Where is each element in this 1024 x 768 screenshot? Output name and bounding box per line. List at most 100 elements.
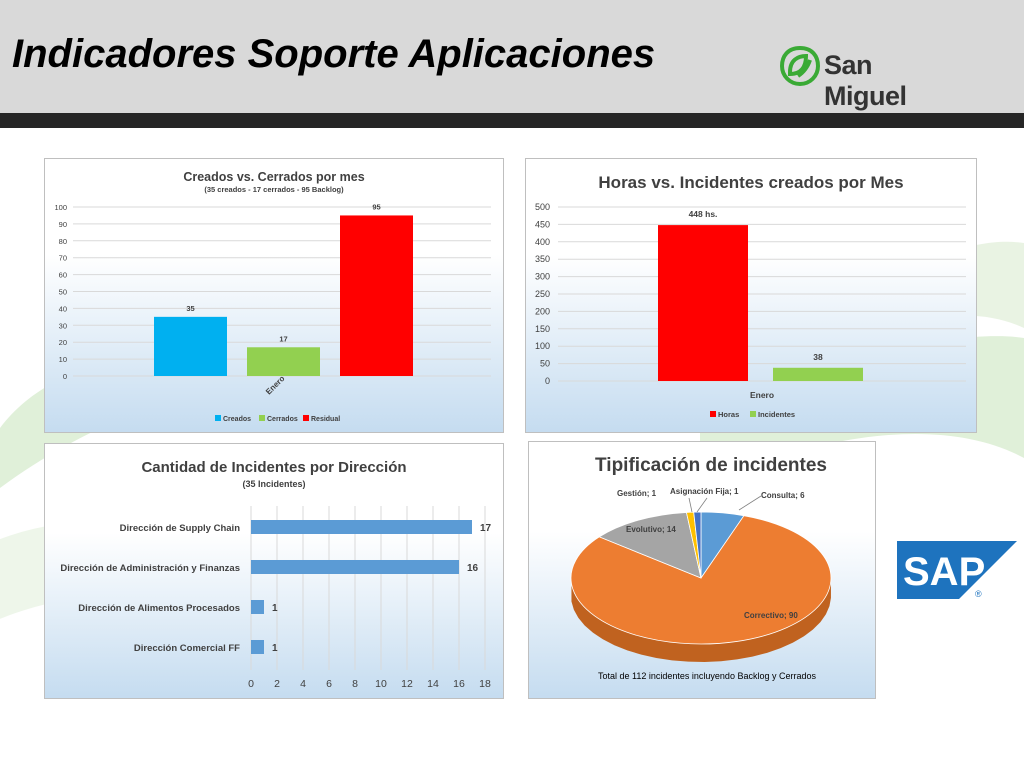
chart2-svg: Horas vs. Incidentes creados por Mes 0 50… [535, 173, 966, 419]
chart2-y-tick: 400 [535, 237, 550, 247]
slide-header [0, 0, 1024, 113]
san-miguel-leaf-icon [779, 45, 821, 87]
chart3-x-tick: 6 [326, 678, 332, 690]
sap-logo-text: SAP [903, 550, 985, 594]
chart1-data-label: 95 [372, 202, 380, 211]
chart-created-vs-closed: Creados vs. Cerrados por mes (35 creados… [44, 158, 504, 433]
chart2-y-tick: 200 [535, 306, 550, 316]
chart3-bar [251, 560, 459, 574]
brand-wordmark: San Miguel [824, 50, 907, 111]
chart1-y-tick: 70 [59, 254, 67, 263]
chart1-y-tick: 30 [59, 321, 67, 330]
chart2-y-tick: 150 [535, 324, 550, 334]
chart2-y-tick: 300 [535, 272, 550, 282]
pie-data-label: Evolutivo; 14 [626, 525, 676, 534]
chart3-title: Cantidad de Incidentes por Dirección [141, 459, 406, 476]
chart2-legend-swatch [750, 411, 756, 417]
chart3-category-label: Dirección de Administración y Finanzas [60, 563, 240, 574]
chart1-legend-label: Cerrados [267, 416, 298, 423]
chart1-legend-label: Creados [223, 416, 251, 423]
chart2-y-tick: 450 [535, 219, 550, 229]
chart3-category-label: Dirección de Alimentos Procesados [78, 603, 240, 614]
chart-hours-vs-incidents: Horas vs. Incidentes creados por Mes 0 50… [525, 158, 977, 433]
chart1-y-tick: 100 [54, 203, 67, 212]
chart2-legend-swatch [710, 411, 716, 417]
chart3-x-tick: 16 [453, 678, 465, 690]
chart3-x-tick: 4 [300, 678, 306, 690]
chart2-y-tick: 0 [545, 376, 550, 386]
pie-slice-correctivo [570, 515, 832, 645]
pie-leader-line [738, 495, 762, 511]
chart1-y-tick: 90 [59, 220, 67, 229]
chart3-x-tick: 10 [375, 678, 387, 690]
chart1-legend-label: Residual [311, 416, 340, 423]
chart2-title: Horas vs. Incidentes creados por Mes [598, 173, 903, 192]
chart3-category-label: Dirección Comercial FF [134, 643, 240, 654]
chart3-data-label: 16 [467, 563, 479, 574]
pie-leader-line [688, 497, 693, 513]
chart2-legend-label: Incidentes [758, 410, 795, 419]
chart-incident-types: Tipificación de incidentes Consulta; 6 Co… [528, 441, 876, 699]
chart1-legend-swatch [303, 415, 309, 421]
chart2-y-tick: 350 [535, 254, 550, 264]
pie-slice-evolutivo [598, 511, 702, 579]
chart3-x-tick: 18 [479, 678, 491, 690]
chart2-x-tick: Enero [750, 390, 774, 400]
chart2-data-label: 448 hs. [689, 209, 718, 219]
san-miguel-logo: San Miguel [779, 45, 960, 111]
chart2-bar-incidentes [773, 367, 863, 381]
sap-logo-shape: SAP ® [897, 541, 1017, 599]
chart1-y-tick: 20 [59, 338, 67, 347]
chart3-x-tick: 12 [401, 678, 413, 690]
chart1-bar-cerrados [247, 347, 320, 376]
pie-data-label: Correctivo; 90 [744, 611, 798, 620]
pie-data-label: Asignación Fija; 1 [670, 487, 739, 496]
chart3-x-tick: 0 [248, 678, 254, 690]
pie-data-label: Gestión; 1 [617, 489, 657, 498]
chart4-svg: Tipificación de incidentes Consulta; 6 Co… [570, 455, 832, 681]
chart1-y-tick: 60 [59, 271, 67, 280]
chart1-y-tick: 40 [59, 304, 67, 313]
chart2-y-tick: 100 [535, 341, 550, 351]
chart2-legend-label: Horas [718, 410, 739, 419]
chart1-subtitle: (35 creados - 17 cerrados - 95 Backlog) [204, 185, 344, 194]
svg-text:®: ® [975, 589, 982, 599]
chart1-y-tick: 80 [59, 237, 67, 246]
chart1-data-label: 17 [279, 334, 287, 343]
sap-logo: SAP ® [897, 541, 1017, 599]
pie-data-label: Consulta; 6 [761, 491, 805, 500]
chart3-data-label: 1 [272, 603, 278, 614]
chart3-bar [251, 520, 472, 534]
slide-title: Indicadores Soporte Aplicaciones [12, 32, 656, 76]
chart3-bar [251, 600, 264, 614]
header-divider [0, 113, 1024, 128]
chart1-bar-creados [154, 316, 227, 376]
chart1-y-tick: 0 [63, 372, 67, 381]
pie-leader-line [696, 497, 708, 513]
chart-incidents-by-direction: Cantidad de Incidentes por Dirección (35… [44, 443, 504, 699]
chart3-data-label: 1 [272, 643, 278, 654]
chart2-bar-horas [658, 225, 748, 381]
chart3-bar [251, 640, 264, 654]
chart1-legend-swatch [259, 415, 265, 421]
chart3-x-tick: 2 [274, 678, 280, 690]
chart1-x-tick: Enero [264, 374, 286, 396]
chart2-y-tick: 500 [535, 202, 550, 212]
chart2-y-tick: 50 [540, 359, 550, 369]
chart1-svg: Creados vs. Cerrados por mes (35 creados… [54, 170, 491, 423]
chart1-y-tick: 50 [59, 288, 67, 297]
chart3-category-label: Dirección de Supply Chain [120, 523, 241, 534]
chart2-data-label: 38 [813, 352, 823, 362]
chart3-subtitle: (35 Incidentes) [242, 479, 305, 489]
chart1-y-tick: 10 [59, 355, 67, 364]
chart2-y-tick: 250 [535, 289, 550, 299]
chart4-note: Total de 112 incidentes incluyendo Backl… [598, 671, 816, 681]
chart1-bar-residual [340, 215, 413, 376]
chart3-svg: Cantidad de Incidentes por Dirección (35… [60, 459, 491, 690]
chart1-title: Creados vs. Cerrados por mes [183, 170, 364, 184]
pie-slice-side [571, 579, 831, 662]
chart1-data-label: 35 [186, 304, 194, 313]
chart1-legend-swatch [215, 415, 221, 421]
chart3-x-tick: 8 [352, 678, 358, 690]
chart4-title: Tipificación de incidentes [595, 455, 827, 476]
